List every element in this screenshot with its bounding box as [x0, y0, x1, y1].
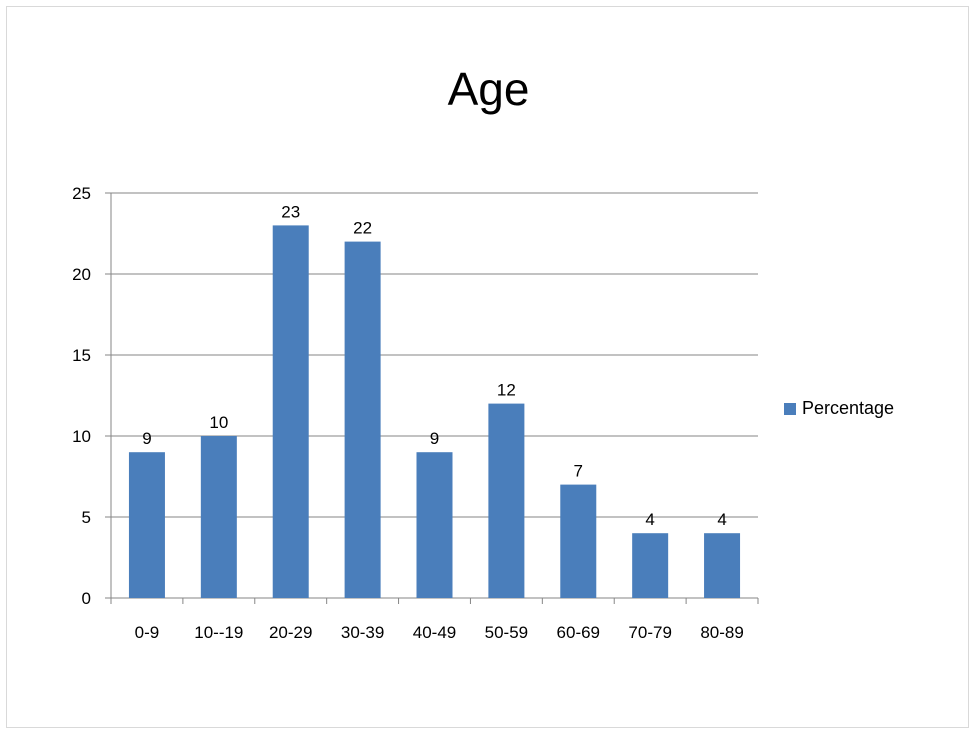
legend-label: Percentage: [802, 398, 895, 418]
x-tick-label: 60-69: [557, 623, 600, 642]
data-label: 7: [574, 462, 583, 481]
x-tick-label: 30-39: [341, 623, 384, 642]
bar: [272, 225, 309, 598]
y-tick-label: 25: [72, 184, 91, 203]
x-tick-label: 20-29: [269, 623, 312, 642]
chart-title: Age: [447, 63, 530, 115]
x-tick-label: 80-89: [700, 623, 743, 642]
legend-swatch: [784, 402, 796, 415]
data-label: 12: [497, 381, 516, 400]
y-tick-label: 20: [72, 265, 91, 284]
data-label: 9: [430, 429, 439, 448]
y-tick-label: 0: [82, 589, 91, 608]
bar: [200, 436, 237, 598]
data-label: 9: [142, 429, 151, 448]
y-tick-label: 10: [72, 427, 91, 446]
x-tick-label: 70-79: [628, 623, 671, 642]
y-tick-label: 5: [82, 508, 91, 527]
bar: [632, 533, 669, 598]
bar: [560, 484, 597, 598]
x-tick-label: 40-49: [413, 623, 456, 642]
bar: [704, 533, 741, 598]
bar: [128, 452, 165, 598]
chart-frame: [6, 6, 969, 728]
bar: [416, 452, 453, 598]
x-tick-label: 0-9: [135, 623, 160, 642]
data-label: 22: [353, 219, 372, 238]
data-label: 23: [281, 202, 300, 221]
bar: [488, 403, 525, 598]
data-label: 4: [645, 510, 654, 529]
legend: Percentage: [784, 398, 894, 419]
y-tick-label: 15: [72, 346, 91, 365]
x-tick-label: 50-59: [485, 623, 528, 642]
data-label: 4: [717, 510, 726, 529]
data-label: 10: [209, 413, 228, 432]
x-tick-label: 10--19: [194, 623, 243, 642]
bar: [344, 241, 381, 598]
